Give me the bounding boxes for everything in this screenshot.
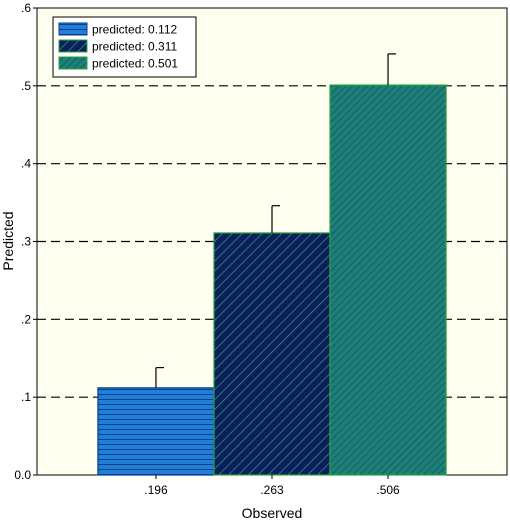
legend-label: predicted: 0.112 [92, 23, 177, 37]
legend-label: predicted: 0.501 [92, 57, 178, 71]
bar [213, 232, 331, 476]
x-tick-label: .196 [144, 483, 168, 497]
y-tick-label: .4 [21, 157, 31, 171]
y-tick-label: .2 [21, 312, 31, 326]
y-tick-label: .1 [21, 390, 31, 404]
legend-label: predicted: 0.311 [92, 40, 177, 54]
y-axis-ticks: 0.0 .1 .2 .3 .4 .5 .6 [14, 1, 37, 482]
bar [329, 84, 447, 476]
y-tick-label: .5 [21, 79, 31, 93]
bars [97, 53, 447, 476]
y-tick-label: .3 [21, 235, 31, 249]
bar [97, 387, 215, 476]
y-axis-title: Predicted [0, 211, 16, 270]
legend-swatch [58, 22, 88, 36]
x-axis-ticks: .196 .263 .506 [144, 475, 400, 497]
y-tick-label: .6 [21, 1, 31, 15]
x-axis-title: Observed [242, 505, 303, 521]
x-tick-label: .506 [376, 483, 400, 497]
x-tick-label: .263 [260, 483, 284, 497]
legend: predicted: 0.112 predicted: 0.311 predicte… [52, 16, 197, 78]
legend-swatch [58, 56, 88, 70]
y-tick-label: 0.0 [14, 468, 31, 482]
legend-swatch [58, 39, 88, 53]
